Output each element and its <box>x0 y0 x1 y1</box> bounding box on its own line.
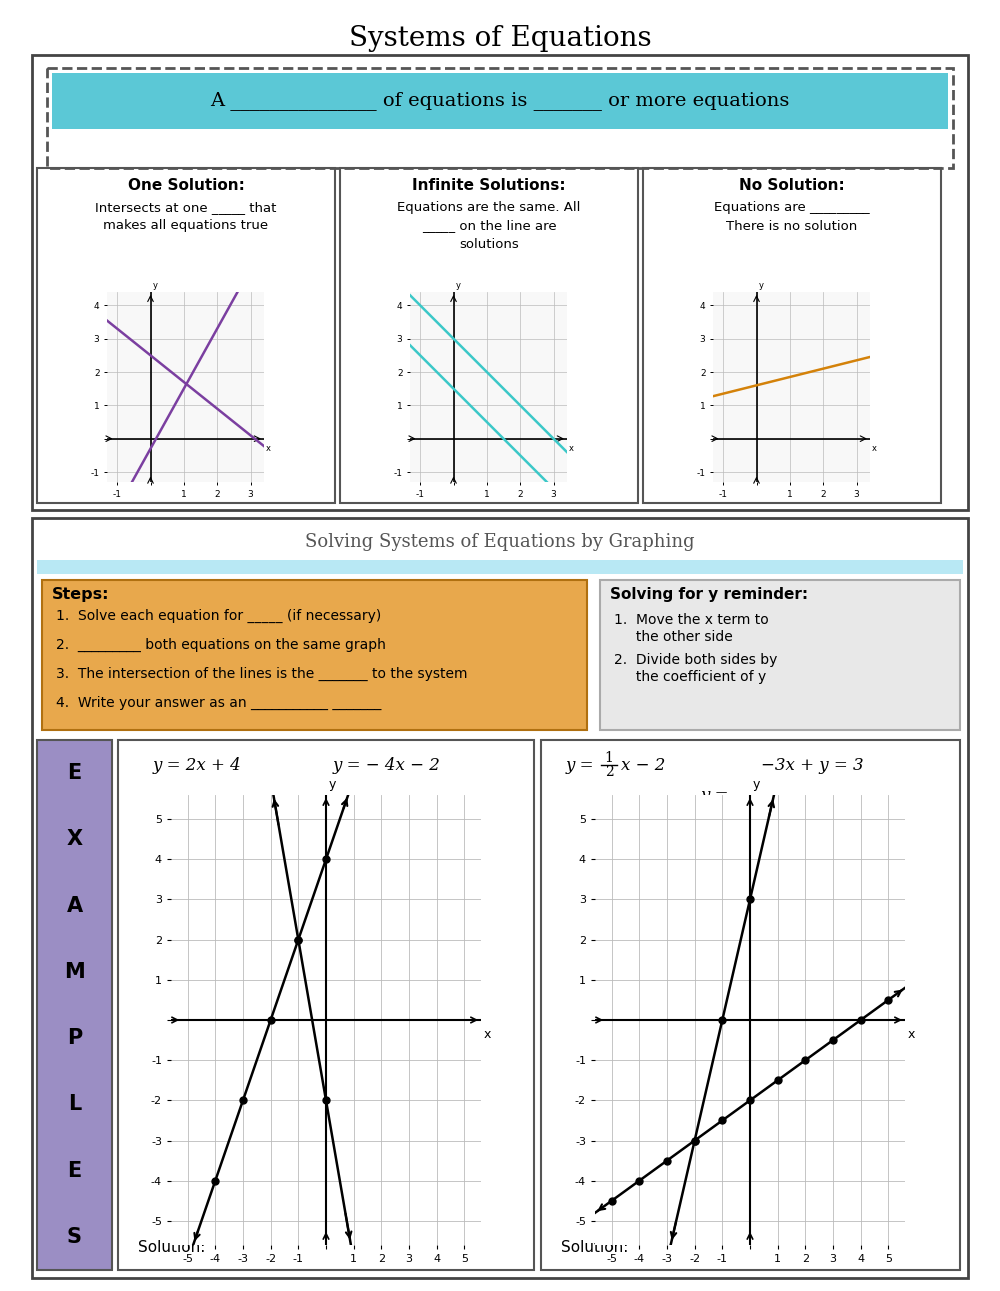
Text: _____ on the line are: _____ on the line are <box>422 219 556 232</box>
FancyBboxPatch shape <box>42 580 587 729</box>
FancyBboxPatch shape <box>541 740 960 1270</box>
Text: x: x <box>907 1028 915 1041</box>
Text: y =: y = <box>566 757 600 773</box>
Text: S: S <box>67 1226 82 1247</box>
Text: y = 2x + 4: y = 2x + 4 <box>153 757 242 773</box>
Text: 1.  Solve each equation for _____ (if necessary): 1. Solve each equation for _____ (if nec… <box>56 609 381 624</box>
FancyBboxPatch shape <box>118 740 534 1270</box>
Text: A: A <box>66 896 83 915</box>
Text: x: x <box>483 1028 491 1041</box>
Text: Intersects at one _____ that: Intersects at one _____ that <box>95 201 277 214</box>
Text: P: P <box>67 1028 82 1048</box>
Text: x: x <box>266 444 270 453</box>
Text: A _______________ of equations is _______ or more equations: A _______________ of equations is ______… <box>210 92 790 111</box>
FancyBboxPatch shape <box>600 580 960 729</box>
Text: L: L <box>68 1095 81 1114</box>
Text: y: y <box>329 778 336 791</box>
FancyBboxPatch shape <box>643 168 941 503</box>
Text: Systems of Equations: Systems of Equations <box>349 25 651 52</box>
Bar <box>47 68 953 168</box>
FancyBboxPatch shape <box>37 740 112 1270</box>
FancyBboxPatch shape <box>32 56 968 510</box>
Text: y: y <box>456 281 460 290</box>
Text: y = __________: y = __________ <box>701 786 818 803</box>
Text: 2.  Divide both sides by: 2. Divide both sides by <box>614 653 777 667</box>
Text: No Solution:: No Solution: <box>739 178 845 194</box>
FancyBboxPatch shape <box>37 560 963 574</box>
Text: Solving for y reminder:: Solving for y reminder: <box>610 586 808 602</box>
Text: Equations are _________: Equations are _________ <box>714 201 870 214</box>
Text: x: x <box>872 444 877 453</box>
Text: M: M <box>64 962 85 982</box>
Text: E: E <box>67 763 82 784</box>
FancyBboxPatch shape <box>32 518 968 1278</box>
FancyBboxPatch shape <box>52 74 948 129</box>
Text: y = − 4x − 2: y = − 4x − 2 <box>333 757 441 773</box>
Text: Steps:: Steps: <box>52 586 110 602</box>
Text: E: E <box>67 1161 82 1181</box>
Text: 3.  The intersection of the lines is the _______ to the system: 3. The intersection of the lines is the … <box>56 667 468 682</box>
Text: Infinite Solutions:: Infinite Solutions: <box>412 178 566 194</box>
Text: Solution:: Solution: <box>561 1241 628 1256</box>
Text: 2: 2 <box>605 766 613 778</box>
Text: Solution:: Solution: <box>138 1241 205 1256</box>
Text: y: y <box>759 281 764 290</box>
Text: x: x <box>568 444 573 453</box>
Text: 1.  Move the x term to: 1. Move the x term to <box>614 613 769 627</box>
Text: X: X <box>66 829 83 849</box>
Text: −3x + y = 3: −3x + y = 3 <box>761 757 864 773</box>
FancyBboxPatch shape <box>37 168 335 503</box>
Text: the coefficient of y: the coefficient of y <box>614 670 766 684</box>
Text: makes all equations true: makes all equations true <box>103 219 269 232</box>
Text: the other side: the other side <box>614 630 733 644</box>
Text: y: y <box>152 281 158 290</box>
Text: y: y <box>753 778 760 791</box>
Text: 2.  _________ both equations on the same graph: 2. _________ both equations on the same … <box>56 638 386 652</box>
Text: 4.  Write your answer as an ___________ _______: 4. Write your answer as an ___________ _… <box>56 696 381 710</box>
FancyBboxPatch shape <box>340 168 638 503</box>
Text: Solving Systems of Equations by Graphing: Solving Systems of Equations by Graphing <box>305 533 695 551</box>
Text: x − 2: x − 2 <box>621 757 665 773</box>
Text: solutions: solutions <box>459 238 519 250</box>
Text: One Solution:: One Solution: <box>128 178 244 194</box>
Text: 1: 1 <box>605 751 613 766</box>
Text: There is no solution: There is no solution <box>726 219 858 232</box>
Text: Equations are the same. All: Equations are the same. All <box>397 201 581 214</box>
